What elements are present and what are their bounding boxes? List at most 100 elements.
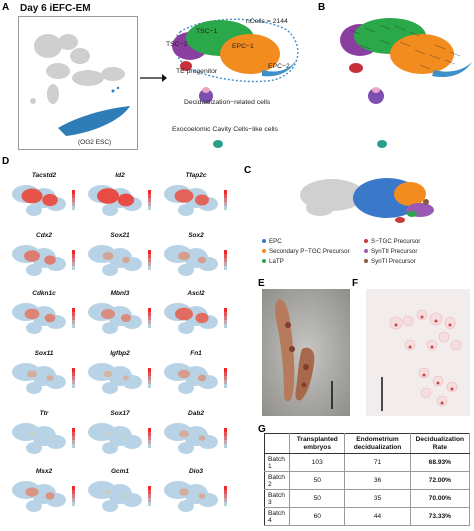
table-cell: Batch 1 bbox=[264, 453, 291, 473]
scale-bar-segment bbox=[148, 494, 151, 498]
scale-bar-segment bbox=[72, 494, 75, 498]
feature-plot-blob bbox=[26, 264, 42, 276]
legend-dot bbox=[364, 239, 368, 244]
scale-bar-segment bbox=[72, 380, 75, 384]
feature-plot-blob bbox=[178, 264, 194, 276]
gene-label: Fn1 bbox=[190, 350, 202, 357]
table-row: Batch 1 103 71 68.93% bbox=[264, 453, 471, 473]
legend-label: SynTI Precursor bbox=[371, 258, 416, 265]
feature-plot-blob bbox=[102, 204, 118, 216]
decidualization-table: Transplanted embryos Endometrium decidua… bbox=[264, 433, 471, 527]
table-cell: 35 bbox=[344, 489, 411, 509]
legend-item-syntii: SynTII Precursor bbox=[364, 248, 417, 255]
feature-plot-blob bbox=[121, 314, 131, 322]
scale-bar-segment bbox=[72, 498, 75, 502]
scale-bar-segment bbox=[224, 258, 227, 262]
feature-plot bbox=[88, 245, 151, 276]
feature-plot-blob bbox=[102, 252, 114, 260]
legend-dot bbox=[262, 239, 266, 244]
feature-plot-blob bbox=[26, 382, 42, 394]
scale-bar-segment bbox=[72, 266, 75, 270]
uterus-photo bbox=[262, 289, 350, 416]
gene-label: Tfap2c bbox=[185, 172, 207, 179]
feature-plot bbox=[12, 303, 75, 334]
scale-bar-segment bbox=[72, 432, 75, 436]
table-cell: Batch 3 bbox=[264, 489, 291, 509]
scale-bar-segment bbox=[224, 198, 227, 202]
feature-plot-blob bbox=[124, 436, 128, 440]
feature-plot-blob bbox=[105, 432, 111, 436]
feature-plot-blob bbox=[26, 322, 42, 334]
gene-label: Tacstd2 bbox=[31, 172, 57, 179]
table-row: Batch 4 60 44 73.33% bbox=[264, 507, 471, 527]
feature-plot-blob bbox=[175, 307, 193, 321]
scale-bar-segment bbox=[148, 198, 151, 202]
cluster-label-te-progenitor: TE progenitor bbox=[176, 68, 218, 75]
scale-bar-segment bbox=[224, 494, 227, 498]
scale-bar-segment bbox=[148, 266, 151, 270]
scale-bar-segment bbox=[224, 250, 227, 254]
scale-bar-segment bbox=[72, 368, 75, 372]
table-cell: 73.33% bbox=[410, 507, 471, 527]
scale-bar-segment bbox=[148, 490, 151, 494]
cluster-label-decidualization: Decidualization−related cells bbox=[184, 99, 271, 106]
gene-label: Ascl2 bbox=[187, 290, 205, 297]
feature-plot bbox=[164, 481, 227, 512]
scale-bar-segment bbox=[72, 440, 75, 444]
feature-plot-blob bbox=[97, 188, 119, 204]
scale-bar-segment bbox=[72, 384, 75, 388]
feature-plot-blob bbox=[197, 256, 207, 264]
gene-label: Sox21 bbox=[110, 232, 130, 239]
panel-a-title: Day 6 iEFC-EM bbox=[20, 3, 91, 14]
scale-bar-segment bbox=[72, 502, 75, 506]
scale-bar-segment bbox=[72, 206, 75, 210]
table-cell: 36 bbox=[344, 471, 411, 491]
scale-bar-segment bbox=[148, 440, 151, 444]
feature-plot bbox=[88, 481, 151, 512]
scale-bar-segment bbox=[224, 444, 227, 448]
feature-plot bbox=[12, 185, 75, 216]
feature-plot bbox=[164, 423, 227, 454]
feature-plot-blob bbox=[198, 493, 206, 499]
table-cell: Batch 2 bbox=[264, 471, 291, 491]
table-header-cell: Endometrium decidualization bbox=[344, 433, 411, 455]
scale-bar-segment bbox=[224, 324, 227, 328]
panel-a-cluster-umap bbox=[172, 18, 299, 148]
feature-plot-blob bbox=[103, 370, 113, 378]
feature-plot-blob bbox=[26, 204, 42, 216]
scale-bar-segment bbox=[148, 372, 151, 376]
table-cell: 70.00% bbox=[410, 489, 471, 509]
scale-bar-segment bbox=[72, 308, 75, 312]
feature-plot-blob bbox=[178, 322, 194, 334]
table-cell: 60 bbox=[289, 507, 346, 527]
feature-plot bbox=[12, 245, 75, 276]
decidua-photo bbox=[366, 289, 470, 416]
gene-label: Sox11 bbox=[34, 350, 54, 357]
panel-label-b: B bbox=[318, 2, 326, 13]
scale-bar-segment bbox=[224, 502, 227, 506]
scale-bar-segment bbox=[224, 368, 227, 372]
scale-bar-segment bbox=[224, 266, 227, 270]
table-header-cell: Transplanted embryos bbox=[289, 433, 346, 455]
scale-bar-segment bbox=[72, 202, 75, 206]
scale-bar-segment bbox=[224, 380, 227, 384]
legend-dot bbox=[364, 249, 368, 254]
scale-bar-segment bbox=[72, 254, 75, 258]
arrow-icon bbox=[140, 74, 167, 82]
cluster-label-epc1: EPC−1 bbox=[232, 43, 254, 50]
feature-plot-blob bbox=[27, 370, 37, 378]
scale-bar-segment bbox=[72, 376, 75, 380]
feature-plot-blob bbox=[195, 194, 209, 206]
scale-bar-segment bbox=[224, 440, 227, 444]
feature-plot bbox=[12, 423, 75, 454]
scale-bar-segment bbox=[224, 490, 227, 494]
scale-bar-segment bbox=[72, 194, 75, 198]
table-cell: 71 bbox=[344, 453, 411, 473]
scale-bar-segment bbox=[148, 206, 151, 210]
feature-plot-blob bbox=[102, 382, 118, 394]
feature-plot-blob bbox=[198, 435, 206, 441]
legend-label: SynTII Precursor bbox=[371, 248, 418, 255]
scale-bar-segment bbox=[148, 428, 151, 432]
table-cell: 50 bbox=[289, 489, 346, 509]
cluster-label-epc2: EPC−2 bbox=[268, 63, 290, 70]
